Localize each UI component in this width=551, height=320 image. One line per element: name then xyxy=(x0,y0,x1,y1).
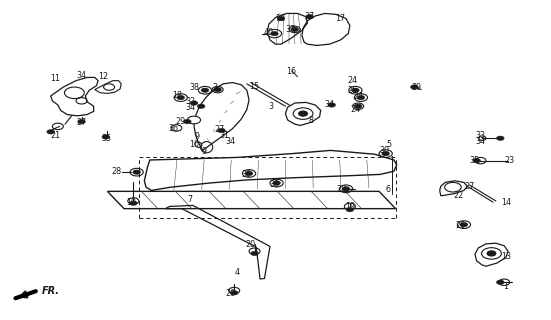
Text: 37: 37 xyxy=(286,25,296,34)
Circle shape xyxy=(473,158,480,163)
Text: 30: 30 xyxy=(269,180,279,189)
Circle shape xyxy=(102,135,110,139)
Text: 34: 34 xyxy=(225,137,235,146)
Circle shape xyxy=(357,95,365,100)
Text: 34: 34 xyxy=(185,103,195,112)
Text: 24: 24 xyxy=(353,92,363,101)
Circle shape xyxy=(496,136,504,140)
Text: 27: 27 xyxy=(214,125,224,134)
Text: 21: 21 xyxy=(50,131,60,140)
Text: 34: 34 xyxy=(476,137,485,146)
Text: 35: 35 xyxy=(101,134,111,143)
Circle shape xyxy=(230,291,238,295)
Circle shape xyxy=(197,104,205,108)
Text: 34: 34 xyxy=(77,71,87,80)
Text: 35: 35 xyxy=(470,156,480,165)
Text: 34: 34 xyxy=(325,100,334,109)
Text: 14: 14 xyxy=(501,198,511,207)
Text: 26: 26 xyxy=(455,221,465,230)
Circle shape xyxy=(382,151,390,156)
Text: 24: 24 xyxy=(348,76,358,85)
Text: 36: 36 xyxy=(169,124,179,133)
Text: 40: 40 xyxy=(264,28,274,37)
Text: 24: 24 xyxy=(350,105,360,114)
Circle shape xyxy=(218,128,225,133)
Text: 27: 27 xyxy=(305,12,315,21)
Circle shape xyxy=(183,119,191,124)
Text: 28: 28 xyxy=(112,167,122,176)
Text: 20: 20 xyxy=(225,289,235,298)
Text: 30: 30 xyxy=(242,170,252,179)
Text: 2: 2 xyxy=(212,83,218,92)
Text: 33: 33 xyxy=(476,131,485,140)
Text: 18: 18 xyxy=(275,14,285,23)
Text: 19: 19 xyxy=(126,198,136,207)
Circle shape xyxy=(460,222,468,227)
Text: 18: 18 xyxy=(172,92,182,100)
Circle shape xyxy=(214,87,222,92)
Text: 4: 4 xyxy=(234,268,240,277)
Circle shape xyxy=(47,130,55,134)
Text: 9: 9 xyxy=(195,132,200,141)
Circle shape xyxy=(277,16,285,21)
Text: 12: 12 xyxy=(99,72,109,81)
Circle shape xyxy=(410,85,418,89)
Circle shape xyxy=(496,280,504,284)
Text: 1: 1 xyxy=(503,282,509,291)
Text: 13: 13 xyxy=(501,252,511,261)
Text: 8: 8 xyxy=(309,116,314,125)
Circle shape xyxy=(346,207,354,212)
Text: 3: 3 xyxy=(268,102,274,111)
Text: 20: 20 xyxy=(246,240,256,249)
Text: 30: 30 xyxy=(380,146,390,155)
Text: 27: 27 xyxy=(464,182,474,191)
Circle shape xyxy=(190,101,198,105)
Circle shape xyxy=(78,119,85,124)
Text: 25: 25 xyxy=(348,86,358,95)
Text: 23: 23 xyxy=(505,156,515,165)
Circle shape xyxy=(133,170,141,174)
Text: 19: 19 xyxy=(345,202,355,211)
Circle shape xyxy=(352,88,359,92)
Text: 22: 22 xyxy=(453,191,463,200)
Circle shape xyxy=(187,116,201,124)
Text: 29: 29 xyxy=(176,117,186,126)
Circle shape xyxy=(291,27,299,32)
Circle shape xyxy=(354,104,362,108)
Text: 31: 31 xyxy=(220,132,230,140)
Text: 11: 11 xyxy=(50,74,60,83)
Circle shape xyxy=(271,31,278,36)
Text: 6: 6 xyxy=(386,185,391,194)
Circle shape xyxy=(245,171,253,176)
Text: 27: 27 xyxy=(77,118,87,127)
Text: 32: 32 xyxy=(185,97,195,106)
Circle shape xyxy=(177,95,185,100)
Circle shape xyxy=(306,14,314,19)
Text: 7: 7 xyxy=(187,195,193,204)
Circle shape xyxy=(273,181,280,185)
Text: 10: 10 xyxy=(189,140,199,149)
Text: 39: 39 xyxy=(411,83,421,92)
Circle shape xyxy=(328,103,336,107)
Text: 5: 5 xyxy=(386,140,391,149)
Circle shape xyxy=(299,111,307,116)
Circle shape xyxy=(129,201,137,205)
Text: 16: 16 xyxy=(286,68,296,76)
Circle shape xyxy=(251,251,258,256)
Text: 38: 38 xyxy=(189,83,199,92)
Text: 15: 15 xyxy=(250,82,260,91)
Text: 9: 9 xyxy=(201,147,207,156)
Text: 17: 17 xyxy=(336,14,345,23)
Text: 28: 28 xyxy=(337,185,347,194)
Text: FR.: FR. xyxy=(41,286,60,296)
Circle shape xyxy=(201,88,209,92)
Circle shape xyxy=(487,251,496,256)
Circle shape xyxy=(342,187,350,191)
